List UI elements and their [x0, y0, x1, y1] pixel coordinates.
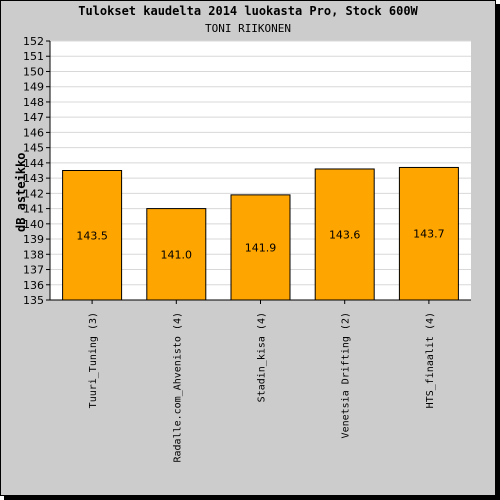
y-tick-label: 136: [23, 279, 44, 292]
x-tick-label: Radalle.com_Ahvenisto (4): [172, 312, 183, 463]
y-tick-label: 150: [23, 65, 44, 78]
y-tick-label: 149: [23, 81, 44, 94]
y-tick-label: 152: [23, 35, 44, 48]
chart-title: Tulokset kaudelta 2014 luokasta Pro, Sto…: [78, 4, 418, 18]
y-tick-label: 135: [23, 294, 44, 307]
y-tick-label: 144: [23, 157, 44, 170]
y-tick-label: 148: [23, 96, 44, 109]
x-tick-label: HTS_finaalit (4): [425, 312, 436, 408]
y-tick-label: 142: [23, 187, 44, 200]
y-tick-label: 141: [23, 203, 44, 216]
data-label: 143.6: [329, 228, 361, 241]
chart-subtitle: TONI RIIKONEN: [204, 22, 292, 35]
y-tick-label: 139: [23, 233, 44, 246]
data-label: 143.7: [413, 228, 445, 241]
data-label: 141.9: [245, 241, 277, 254]
y-tick-label: 138: [23, 248, 44, 261]
y-tick-label: 151: [23, 50, 44, 63]
frame-shadow-bottom: [4, 496, 500, 500]
x-tick-label: Stadin_kisa (4): [257, 312, 268, 402]
bar: [146, 208, 207, 301]
x-tick-label: Venetsia Drifting (2): [341, 312, 352, 438]
y-tick-label: 143: [23, 172, 44, 185]
y-tick-label: 147: [23, 111, 44, 124]
data-label: 141.0: [161, 248, 193, 261]
bar: [230, 194, 291, 301]
data-label: 143.5: [76, 229, 108, 242]
y-tick-label: 146: [23, 126, 44, 139]
bar: [62, 170, 123, 301]
y-tick-label: 145: [23, 142, 44, 155]
bar: [398, 166, 459, 301]
y-tick-label: 137: [23, 264, 44, 277]
x-tick-label: Tuuri_Tuning (3): [88, 312, 99, 408]
bar: [314, 168, 375, 301]
frame-shadow-right: [496, 4, 500, 500]
y-tick-label: 140: [23, 218, 44, 231]
